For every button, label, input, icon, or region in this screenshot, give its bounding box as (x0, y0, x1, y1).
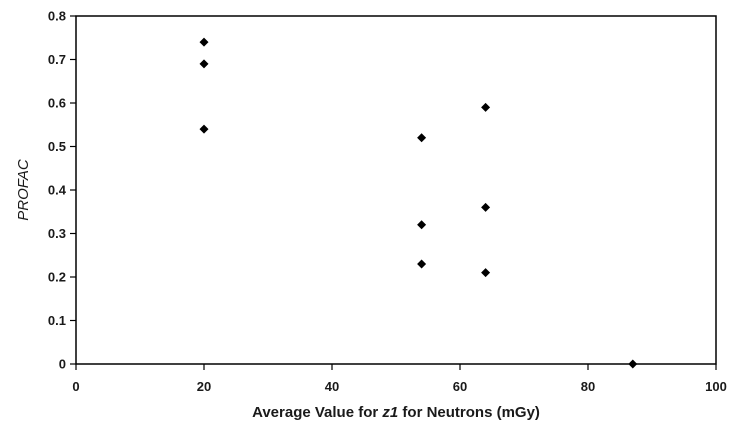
y-tick-label: 0.1 (48, 313, 66, 328)
data-point (417, 220, 427, 230)
y-axis-title: PROFAC (15, 159, 32, 221)
y-tick-label: 0.3 (48, 226, 66, 241)
y-tick-label: 0.5 (48, 139, 66, 154)
y-tick-label: 0.8 (48, 9, 66, 24)
x-tick-label: 20 (197, 379, 211, 394)
y-tick-label: 0.4 (48, 183, 67, 198)
data-point (199, 37, 209, 47)
data-point (481, 202, 491, 212)
plot-area-border (75, 15, 717, 365)
data-point (481, 102, 491, 112)
data-point (199, 59, 209, 69)
data-points (199, 37, 638, 369)
data-point (417, 133, 427, 143)
y-axis: 0 0.1 0.2 0.3 0.4 0.5 0.6 0.7 0.8 (48, 9, 76, 372)
x-axis: 0 20 40 60 80 100 (72, 364, 727, 394)
x-tick-label: 100 (705, 379, 727, 394)
x-tick-label: 40 (325, 379, 339, 394)
data-point (417, 259, 427, 269)
x-tick-label: 80 (581, 379, 595, 394)
x-axis-title: Average Value for z1 for Neutrons (mGy) (252, 404, 540, 421)
y-tick-label: 0.7 (48, 52, 66, 67)
x-tick-label: 60 (453, 379, 467, 394)
data-point (481, 268, 491, 278)
x-axis-title-part-2: for Neutrons (mGy) (398, 404, 540, 421)
data-point (628, 359, 638, 369)
y-tick-label: 0 (59, 357, 66, 372)
x-axis-title-variable: z1 (381, 404, 398, 421)
y-tick-label: 0.2 (48, 270, 66, 285)
data-point (199, 124, 209, 134)
x-tick-label: 0 (72, 379, 79, 394)
plot-frame (75, 15, 717, 365)
x-axis-title-part-1: Average Value for (252, 404, 382, 421)
y-tick-label: 0.6 (48, 96, 66, 111)
